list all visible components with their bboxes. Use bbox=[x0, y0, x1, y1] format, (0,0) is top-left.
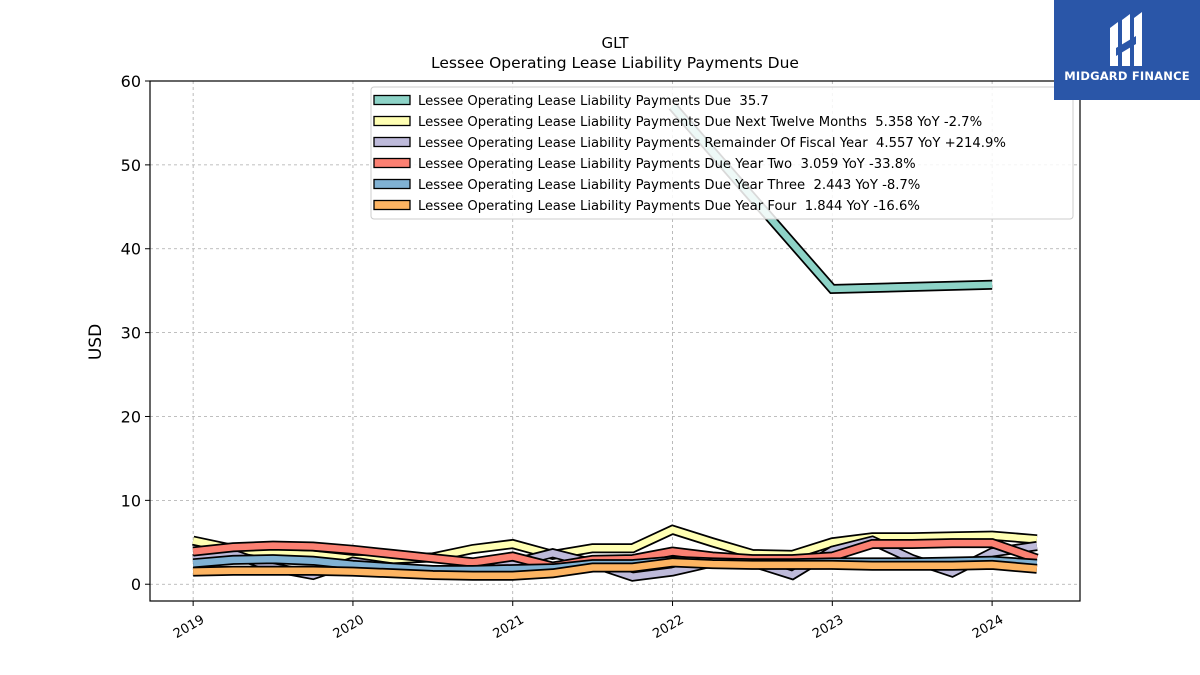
legend-swatch-4 bbox=[373, 178, 411, 190]
y-tick-label-1: 10 bbox=[121, 491, 141, 510]
legend-swatch-2 bbox=[373, 136, 411, 148]
legend-label-0: Lessee Operating Lease Liability Payment… bbox=[418, 94, 769, 109]
x-tick-label-5: 2024 bbox=[970, 612, 1006, 642]
series-5 bbox=[193, 557, 1038, 581]
series-line-5 bbox=[193, 559, 1038, 580]
legend-swatch-1 bbox=[373, 115, 411, 127]
legend-label-2: Lessee Operating Lease Liability Payment… bbox=[418, 136, 1006, 151]
x-tick-label-1: 2020 bbox=[331, 612, 367, 642]
legend-swatch-3 bbox=[373, 157, 411, 169]
legend-swatch-0 bbox=[373, 94, 411, 106]
y-axis-label: USD bbox=[86, 324, 106, 360]
series-1 bbox=[192, 524, 1038, 565]
x-tick-label-2: 2021 bbox=[491, 612, 527, 642]
legend-label-4: Lessee Operating Lease Liability Payment… bbox=[418, 178, 920, 193]
y-axis: 0 10 20 30 40 50 60 bbox=[121, 72, 150, 594]
legend-label-5: Lessee Operating Lease Liability Payment… bbox=[418, 199, 920, 214]
legend-box bbox=[370, 86, 1074, 220]
y-tick-label-2: 20 bbox=[121, 407, 141, 426]
legend-label-3: Lessee Operating Lease Liability Payment… bbox=[418, 157, 916, 172]
midgard-mark-icon bbox=[1110, 12, 1142, 66]
chart-title: Lessee Operating Lease Liability Payment… bbox=[431, 54, 799, 72]
y-tick-label-6: 60 bbox=[121, 72, 141, 91]
plot-frame bbox=[149, 80, 1081, 602]
legend-swatch-5 bbox=[373, 199, 411, 211]
chart-ticker: GLT bbox=[601, 34, 629, 52]
legend-label-1: Lessee Operating Lease Liability Payment… bbox=[418, 115, 982, 130]
series-line-1 bbox=[192, 526, 1038, 563]
x-axis: 2019 2020 2021 2022 2023 2024 bbox=[171, 601, 1006, 642]
midgard-finance-logo: MIDGARD FINANCE bbox=[1054, 0, 1200, 100]
x-tick-label-3: 2022 bbox=[650, 612, 686, 642]
y-tick-label-5: 50 bbox=[121, 156, 141, 175]
legend: Lessee Operating Lease Liability Payment… bbox=[370, 86, 1074, 220]
y-tick-label-0: 0 bbox=[131, 575, 141, 594]
series-layer bbox=[192, 102, 1039, 582]
x-tick-label-0: 2019 bbox=[171, 612, 207, 642]
logo-text: MIDGARD FINANCE bbox=[1064, 69, 1190, 83]
y-tick-label-4: 40 bbox=[121, 240, 141, 259]
x-tick-label-4: 2023 bbox=[810, 612, 846, 642]
y-tick-label-3: 30 bbox=[121, 324, 141, 343]
